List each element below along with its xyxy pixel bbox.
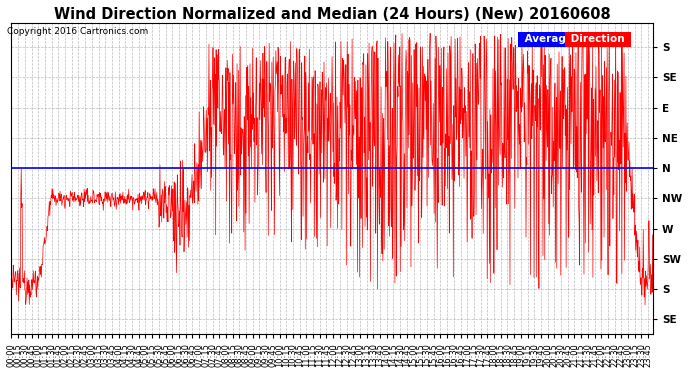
Text: Average: Average [521,34,577,45]
Text: Direction: Direction [567,34,629,45]
Title: Wind Direction Normalized and Median (24 Hours) (New) 20160608: Wind Direction Normalized and Median (24… [54,7,611,22]
Text: Copyright 2016 Cartronics.com: Copyright 2016 Cartronics.com [7,27,148,36]
